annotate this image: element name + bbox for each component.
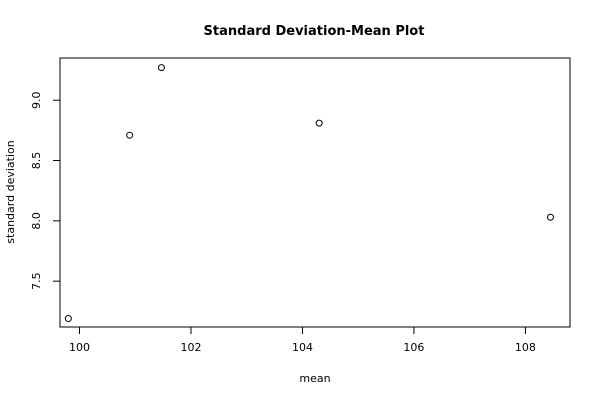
data-point (546, 213, 554, 221)
data-point (315, 119, 323, 127)
data-point (126, 131, 134, 139)
data-points (64, 64, 554, 323)
x-tick-label: 106 (403, 341, 424, 354)
x-axis: 100 102 104 106 108 (69, 326, 536, 354)
y-tick-label: 7.5 (30, 272, 43, 290)
data-point (157, 64, 165, 72)
data-point (64, 315, 72, 323)
plot-frame (59, 57, 571, 328)
y-axis: 7.5 8.0 8.5 9.0 (30, 91, 61, 290)
y-tick-label: 8.0 (30, 212, 43, 230)
chart-title: Standard Deviation-Mean Plot (204, 24, 425, 39)
y-tick-label: 8.5 (30, 152, 43, 170)
x-tick-label: 102 (180, 341, 201, 354)
y-axis-label: standard deviation (4, 140, 17, 243)
x-tick-label: 108 (515, 341, 536, 354)
y-tick-label: 9.0 (30, 91, 43, 109)
x-axis-label: mean (299, 372, 330, 385)
x-tick-label: 100 (69, 341, 90, 354)
x-tick-label: 104 (292, 341, 313, 354)
